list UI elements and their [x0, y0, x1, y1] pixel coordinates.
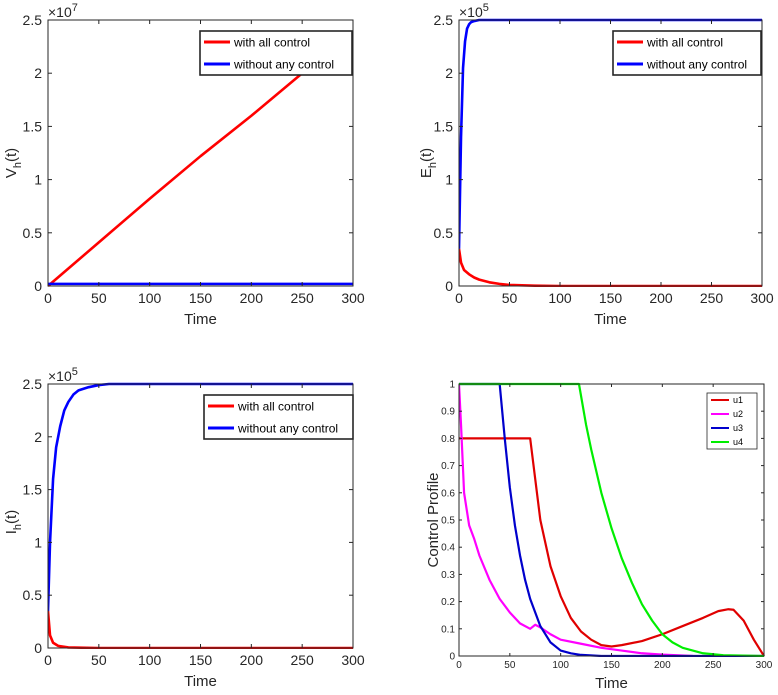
x-tick-label: 150: [189, 652, 213, 668]
y-axis-label: Ih(t): [3, 510, 24, 534]
y-tick-label: 2.5: [434, 12, 454, 28]
y-tick-label: 0.4: [441, 543, 455, 554]
y-axis-multiplier: ×107: [48, 2, 78, 20]
x-tick-label: 100: [552, 660, 569, 671]
x-tick-label: 200: [654, 660, 671, 671]
y-tick-label: 1.5: [23, 482, 43, 498]
y-tick-label: 2.5: [23, 12, 43, 28]
y-tick-label: 2: [445, 65, 453, 81]
panel-vh: 0 50 100 150 200 250 300 0 0.5 1 1.5 2 2.5 Time Vh(t) ×…: [3, 2, 365, 328]
y-tick-label: 0.6: [441, 488, 455, 499]
x-tick-label: 100: [138, 290, 162, 306]
legend-label: with all control: [233, 35, 310, 49]
y-tick-label: 1: [449, 380, 455, 391]
y-tick-label: 1: [34, 534, 42, 550]
x-tick-label: 300: [341, 652, 365, 668]
legend-box: [612, 30, 762, 76]
x-tick-label: 250: [290, 652, 314, 668]
x-tick-label: 250: [290, 290, 314, 306]
x-tick-label: 250: [700, 290, 724, 306]
y-tick-label: 0.1: [441, 624, 455, 635]
legend: with all control without any control: [203, 394, 354, 440]
legend-label: u4: [733, 437, 743, 447]
x-tick-label: 50: [504, 660, 516, 671]
legend-label: without any control: [646, 57, 747, 71]
x-tick-label: 0: [44, 290, 52, 306]
y-tick-label: 0.5: [441, 516, 455, 527]
x-tick-label: 200: [649, 290, 673, 306]
y-tick-label: 0.5: [23, 225, 43, 241]
y-tick-label: 1.5: [434, 118, 454, 134]
y-axis-multiplier: ×105: [48, 366, 78, 384]
x-axis-label: Time: [594, 311, 627, 328]
panel-ih: 0 50 100 150 200 250 300 0 0.5 1 1.5 2 2.5 Time Ih(t) ×…: [3, 366, 365, 690]
y-tick-label: 0.9: [441, 407, 455, 418]
x-tick-label: 200: [240, 290, 264, 306]
legend-label: with all control: [646, 35, 723, 49]
x-tick-label: 300: [756, 660, 773, 671]
series-line-u1: [459, 437, 765, 657]
panel-control: 0 50 100 150 200 250 300 0 0.1 0.2 0.3 0.4 0.5 0.6 0.7…: [425, 380, 773, 693]
y-axis-label: Vh(t): [3, 148, 24, 178]
series-line-u3: [459, 382, 764, 657]
x-tick-label: 200: [240, 652, 264, 668]
x-tick-label: 100: [138, 652, 162, 668]
y-tick-label: 0.5: [434, 225, 454, 241]
y-tick-label: 2.5: [23, 376, 43, 392]
legend-label: with all control: [237, 399, 314, 413]
y-tick-label: 1: [34, 172, 42, 188]
legend-label: u2: [733, 409, 743, 419]
legend-label: u3: [733, 423, 743, 433]
x-tick-label: 0: [456, 660, 462, 671]
x-tick-label: 150: [599, 290, 623, 306]
y-tick-label: 0.7: [441, 461, 455, 472]
legend: with all control without any control: [199, 30, 353, 76]
y-tick-label: 0.2: [441, 597, 455, 608]
x-axis-label: Time: [595, 675, 628, 692]
x-tick-label: 50: [502, 290, 518, 306]
x-tick-label: 150: [603, 660, 620, 671]
series-line-u2: [459, 383, 693, 657]
y-tick-label: 2: [34, 429, 42, 445]
x-tick-label: 300: [750, 290, 774, 306]
y-tick-label: 0: [34, 278, 42, 294]
series-group: [459, 382, 765, 657]
legend-label: u1: [733, 395, 743, 405]
y-axis-label: Eh(t): [418, 148, 439, 178]
panel-eh: 0 50 100 150 200 250 300 0 0.5 1 1.5 2 2.5 Time Eh(t) ×…: [418, 2, 774, 328]
x-tick-label: 300: [341, 290, 365, 306]
x-axis-label: Time: [184, 311, 217, 328]
y-tick-label: 0.8: [441, 434, 455, 445]
x-tick-label: 150: [189, 290, 213, 306]
y-axis-multiplier: ×105: [459, 2, 489, 20]
y-tick-label: 0: [34, 640, 42, 656]
series-line-u4: [459, 382, 765, 657]
x-tick-label: 100: [548, 290, 572, 306]
y-tick-label: 0: [445, 278, 453, 294]
legend-label: without any control: [233, 57, 334, 71]
x-tick-label: 50: [91, 290, 107, 306]
y-tick-label: 0.5: [23, 587, 43, 603]
y-axis-label: Control Profile: [425, 472, 442, 567]
legend: with all control without any control: [612, 30, 762, 76]
x-tick-label: 50: [91, 652, 107, 668]
x-tick-label: 250: [705, 660, 722, 671]
y-tick-label: 1: [445, 172, 453, 188]
legend-box: [199, 30, 353, 76]
y-tick-label: 1.5: [23, 118, 43, 134]
legend-label: without any control: [237, 421, 338, 435]
legend: u1 u2 u3 u4: [706, 392, 758, 450]
x-tick-label: 0: [44, 652, 52, 668]
x-axis-label: Time: [184, 673, 217, 690]
y-tick-label: 2: [34, 65, 42, 81]
x-tick-label: 0: [455, 290, 463, 306]
y-tick-label: 0: [449, 652, 455, 663]
legend-box: [706, 392, 758, 450]
legend-box: [203, 394, 354, 440]
y-tick-label: 0.3: [441, 570, 455, 581]
